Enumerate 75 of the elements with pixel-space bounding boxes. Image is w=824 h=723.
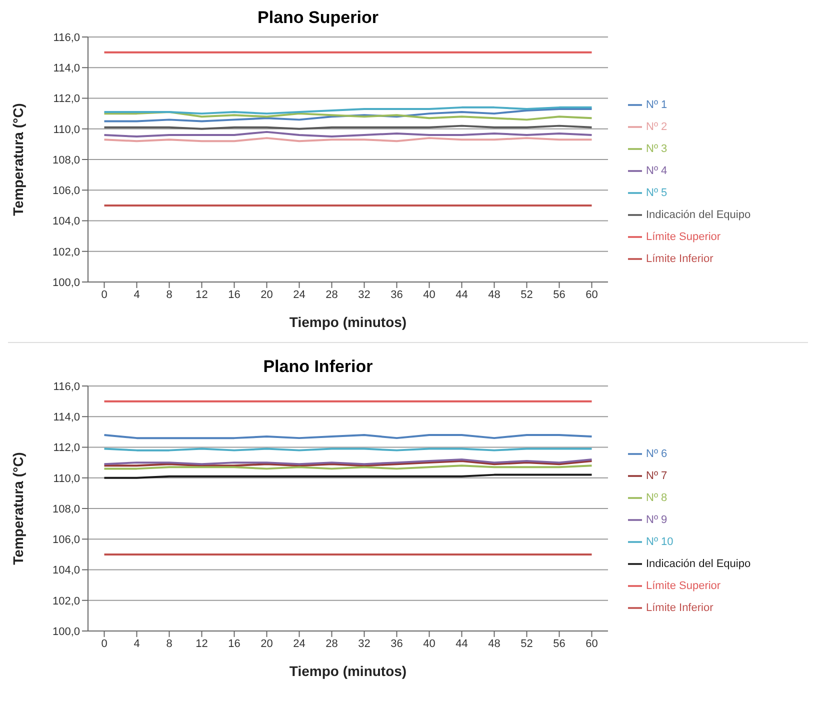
y-tick-label: 104,0 — [52, 216, 80, 228]
x-tick-label: 12 — [196, 638, 208, 650]
x-tick-label: 16 — [228, 288, 240, 301]
line-series — [103, 108, 593, 122]
x-tick-label: 4 — [134, 638, 140, 650]
y-tick-label: 116,0 — [53, 32, 80, 44]
x-tick-label: 20 — [260, 638, 273, 650]
x-tick-label: 56 — [553, 638, 566, 650]
y-tick-label: 102,0 — [52, 595, 80, 608]
x-tick-label: 40 — [423, 288, 436, 301]
x-tick-label: 56 — [553, 288, 566, 301]
y-tick-label: 102,0 — [52, 246, 80, 258]
legend-label: Nº 2 — [646, 121, 668, 133]
legend-label: Nº 5 — [646, 187, 668, 199]
y-tick-label: 106,0 — [52, 185, 80, 198]
x-tick-label: 32 — [358, 288, 370, 301]
x-axis-title: Tiempo (minutos) — [289, 314, 407, 330]
y-tick-label: 108,0 — [52, 503, 80, 516]
x-tick-label: 0 — [101, 288, 108, 301]
x-tick-label: 60 — [586, 638, 598, 650]
x-tick-label: 40 — [423, 638, 436, 650]
y-tick-label: 100,0 — [52, 626, 80, 638]
legend-label: Nº 3 — [646, 143, 668, 155]
y-tick-label: 110,0 — [53, 124, 80, 136]
x-tick-label: 36 — [390, 638, 403, 650]
x-tick-label: 44 — [456, 638, 468, 650]
x-tick-label: 24 — [293, 288, 306, 301]
x-tick-label: 8 — [166, 288, 172, 301]
x-tick-label: 8 — [166, 638, 172, 650]
legend-label: Nº 4 — [646, 165, 668, 177]
y-tick-label: 100,0 — [52, 276, 80, 289]
x-tick-label: 52 — [520, 638, 533, 650]
chart-title: Plano Inferior — [262, 357, 374, 377]
y-tick-label: 110,0 — [53, 472, 80, 485]
legend-label: Límite Inferior — [646, 253, 714, 265]
x-tick-label: 4 — [134, 288, 140, 301]
x-tick-label: 28 — [326, 638, 338, 650]
y-tick-label: 114,0 — [53, 412, 80, 424]
x-tick-label: 28 — [326, 288, 338, 301]
x-tick-label: 20 — [260, 288, 273, 301]
legend-label: Nº 8 — [646, 492, 668, 504]
legend-label: Indicación del Equipo — [646, 558, 751, 570]
y-axis-title: Temperatura (°C) — [10, 103, 26, 216]
y-tick-label: 116,0 — [53, 380, 80, 393]
y-tick-label: 112,0 — [53, 442, 80, 454]
legend-label: Límite Superior — [646, 580, 721, 592]
y-tick-label: 108,0 — [52, 154, 80, 166]
x-tick-label: 60 — [586, 288, 598, 301]
line-series — [103, 111, 593, 121]
legend-label: Nº 1 — [646, 99, 668, 111]
y-tick-label: 106,0 — [52, 534, 80, 546]
x-tick-label: 44 — [456, 288, 468, 301]
x-tick-label: 12 — [196, 288, 208, 301]
legend-label: Indicación del Equipo — [646, 209, 751, 221]
x-tick-label: 0 — [101, 638, 108, 650]
legend-label: Nº 7 — [646, 470, 668, 482]
y-tick-label: 104,0 — [52, 564, 80, 577]
line-series — [103, 106, 593, 115]
legend-label: Nº 9 — [646, 514, 668, 526]
x-tick-label: 52 — [520, 288, 533, 301]
legend-label: Nº 10 — [646, 536, 674, 548]
legend-label: Límite Inferior — [646, 602, 714, 614]
x-tick-label: 16 — [228, 638, 240, 650]
legend-label: Límite Superior — [646, 231, 721, 243]
x-tick-label: 36 — [390, 288, 403, 301]
y-tick-label: 112,0 — [53, 93, 80, 106]
legend-label: Nº 6 — [646, 448, 668, 460]
x-tick-label: 48 — [488, 288, 500, 301]
x-axis-title: Tiempo (minutos) — [289, 663, 407, 679]
x-tick-label: 24 — [293, 638, 306, 650]
x-tick-label: 32 — [358, 638, 370, 650]
chart-title: Plano Superior — [256, 8, 380, 28]
y-tick-label: 114,0 — [53, 62, 80, 75]
x-tick-label: 48 — [488, 638, 500, 650]
y-axis-title: Temperatura (°C) — [10, 452, 26, 565]
